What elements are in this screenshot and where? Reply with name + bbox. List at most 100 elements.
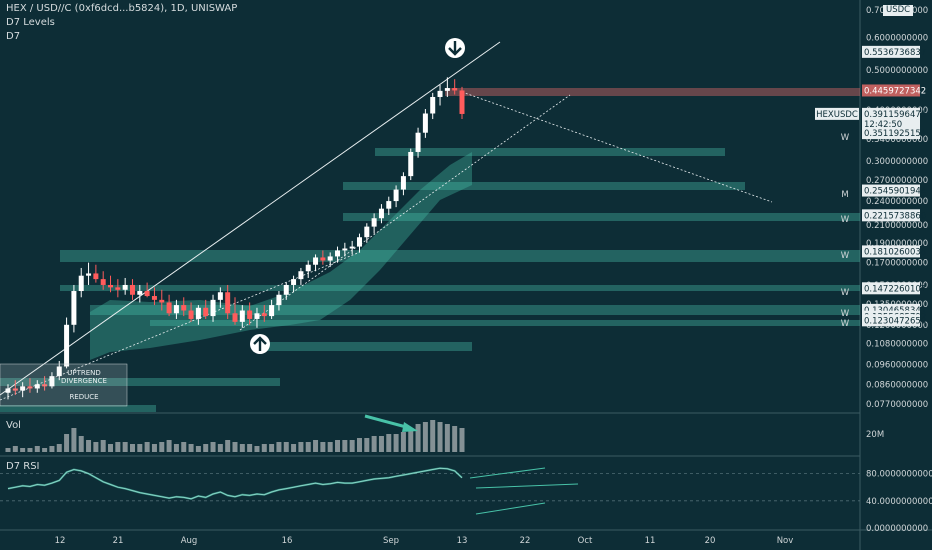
level-zone	[90, 305, 860, 315]
candle-body	[437, 90, 443, 97]
price-label: 0.3511925154	[864, 129, 926, 139]
volume-bar	[313, 440, 319, 452]
level-mark: W	[841, 309, 850, 319]
candle-body	[210, 299, 216, 317]
candle-body	[452, 88, 458, 91]
candle-body	[298, 271, 304, 280]
price-label: 0.5536736837	[864, 48, 926, 58]
volume-bar	[173, 444, 179, 452]
candle-body	[444, 88, 450, 91]
price-label-bg	[862, 184, 920, 197]
volume-bar	[320, 442, 326, 452]
level-zone	[343, 213, 860, 221]
level-zone	[375, 148, 725, 156]
green-arrow-icon	[364, 414, 411, 430]
volume-bar	[56, 444, 62, 452]
candle-body	[56, 366, 62, 377]
volume-bar	[291, 444, 297, 452]
candle-body	[393, 189, 399, 202]
candle-body	[181, 305, 187, 311]
y-tick-label: 0.1080000000	[866, 340, 928, 350]
volume-bar	[78, 436, 84, 452]
volume-bar	[378, 436, 384, 452]
x-tick-label: 11	[645, 536, 656, 546]
volume-bar	[64, 434, 70, 452]
candle-body	[261, 313, 267, 317]
candle-body	[100, 279, 106, 285]
candle-body	[408, 151, 414, 177]
price-label-bg	[862, 107, 920, 130]
price-label-time: 12:42:50	[864, 120, 902, 130]
price-label-bg	[862, 245, 920, 258]
symbol-title: HEX / USD//C (0xf6dcd...b5824), 1D, UNIS…	[6, 3, 238, 14]
rsi-pane-label: D7 RSI	[6, 461, 40, 472]
candle-body	[166, 302, 172, 314]
price-label-bg	[862, 127, 920, 140]
y-tick-label: 0.0770000000	[866, 400, 928, 410]
volume-bar	[261, 444, 267, 452]
indicator-d7: D7	[6, 31, 21, 42]
volume-bar	[203, 444, 209, 452]
volume-bar	[86, 440, 92, 452]
annotation-box	[0, 363, 128, 407]
price-label: 0.2215738860	[864, 211, 926, 221]
rsi-arrow-line	[469, 467, 546, 479]
volume-bar	[225, 440, 231, 452]
volume-bar	[269, 444, 275, 452]
candle-body	[400, 176, 406, 190]
candle-body	[232, 313, 238, 322]
volume-bar	[400, 432, 406, 452]
price-label-name-bg	[815, 107, 859, 120]
y-tick-label: 0.3000000000	[866, 157, 928, 167]
volume-bar	[144, 442, 150, 452]
volume-bar	[12, 446, 18, 452]
volume-bar	[100, 440, 106, 452]
candle-body	[422, 113, 428, 133]
price-label-bg	[862, 45, 920, 58]
currency-badge[interactable]: USDC	[883, 5, 914, 16]
candle-body	[12, 388, 18, 391]
level-zone	[255, 342, 472, 351]
candle-body	[386, 201, 392, 209]
volume-bar	[386, 434, 392, 452]
level-mark: W	[841, 133, 850, 143]
candle-body	[225, 292, 231, 314]
volume-bar	[20, 448, 26, 452]
y-tick-label: 0.1700000000	[866, 259, 928, 269]
volume-bar	[129, 444, 135, 452]
candle-body	[144, 291, 150, 297]
x-tick-label: Nov	[777, 536, 794, 546]
candle-body	[342, 248, 348, 251]
candle-body	[320, 257, 326, 261]
volume-bar	[430, 420, 436, 452]
candle-body	[159, 299, 165, 303]
volume-bar	[151, 444, 157, 452]
candle-body	[217, 292, 223, 300]
x-tick-label: Sep	[383, 536, 399, 546]
candle-body	[283, 284, 289, 295]
volume-bar	[459, 428, 465, 452]
level-zone	[60, 285, 860, 291]
volume-bar	[283, 442, 289, 452]
level-mark: W	[841, 251, 850, 261]
volume-bar	[115, 442, 121, 452]
volume-bar	[247, 444, 253, 452]
rsi-arrow-line	[475, 483, 579, 489]
volume-bar	[71, 428, 77, 452]
y-tick-label: 0.2700000000	[866, 176, 928, 186]
volume-bar	[166, 440, 172, 452]
price-label: 0.2545901944	[864, 187, 926, 197]
candle-body	[349, 246, 355, 249]
volume-bar	[415, 424, 421, 452]
volume-bar	[444, 424, 450, 452]
green-arrow-icon	[402, 422, 418, 432]
y-tick-label: 0.0860000000	[866, 380, 928, 390]
candle-body	[188, 310, 194, 319]
candle-body	[371, 218, 377, 227]
candle-body	[115, 287, 121, 290]
level-zone	[0, 378, 280, 386]
candle-body	[93, 273, 99, 280]
volume-bar	[210, 442, 216, 452]
candle-body	[86, 273, 92, 276]
